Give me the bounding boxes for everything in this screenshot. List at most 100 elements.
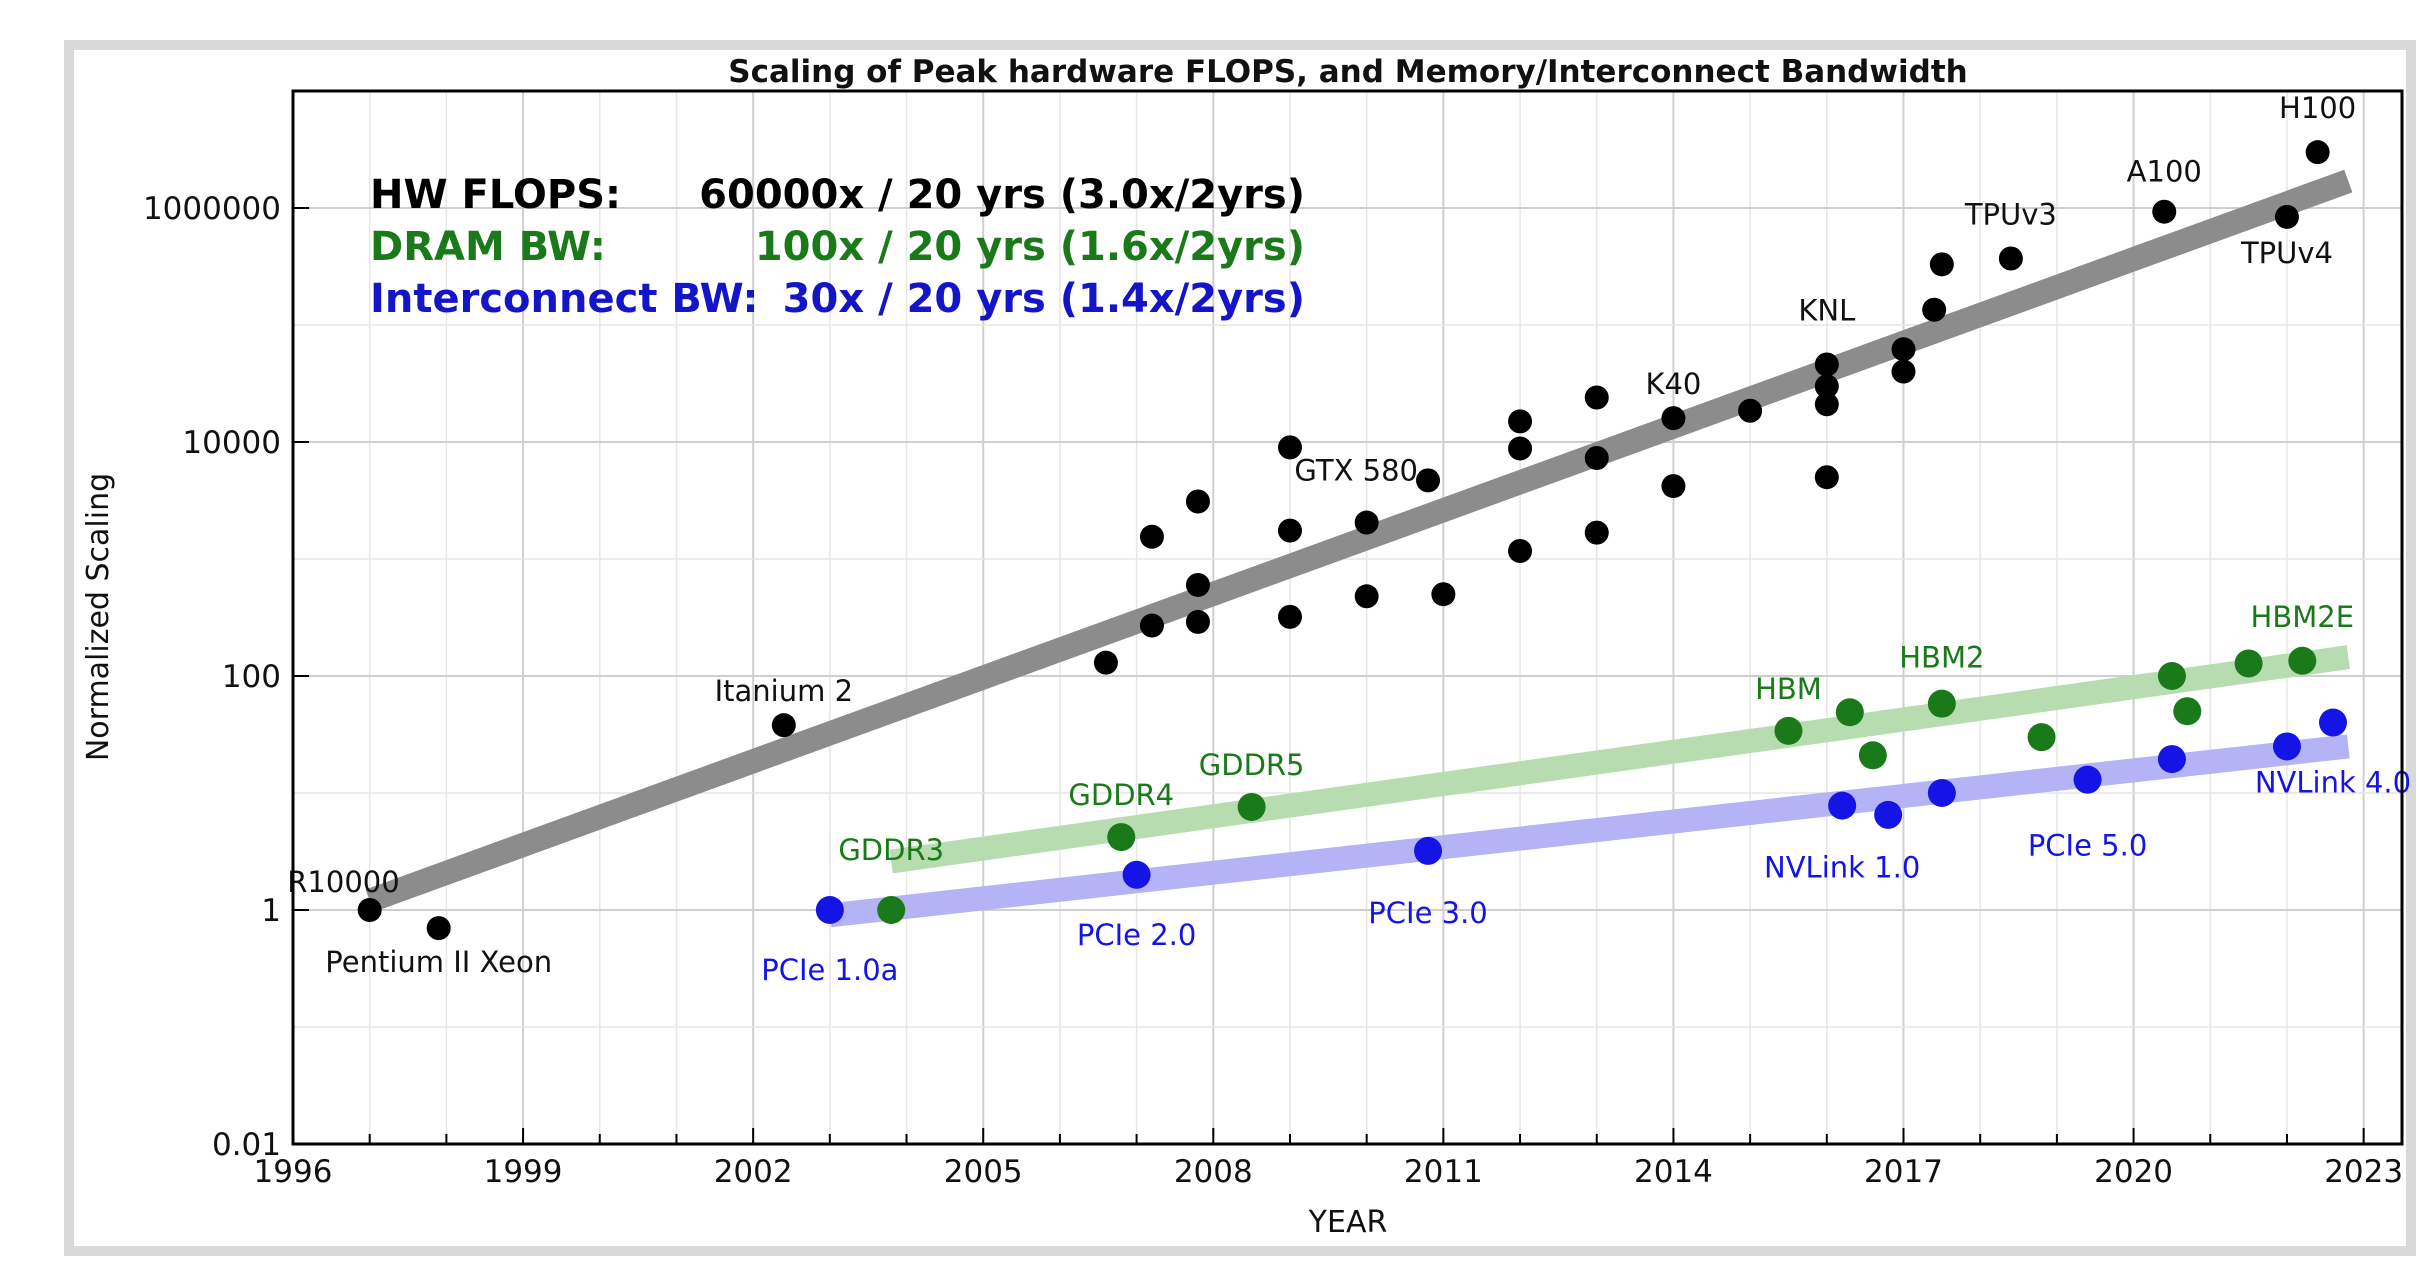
data-point (1814, 392, 1839, 417)
trend-line (889, 645, 2350, 874)
data-point (1814, 465, 1839, 490)
x-tick-label: 2023 (2324, 1154, 2403, 1190)
data-point (1237, 792, 1266, 821)
data-point (1858, 741, 1887, 770)
data-point (2288, 646, 2317, 675)
annotation-interconnect-rate: 30x / 20 yrs (1.4x/2yrs) (783, 276, 1305, 322)
y-tick-label: 100 (222, 659, 281, 695)
data-point (1139, 613, 1164, 638)
data-point (2152, 199, 2177, 224)
data-point (1927, 779, 1956, 807)
data-point (1139, 524, 1164, 549)
data-point (1416, 468, 1441, 493)
data-point (1929, 252, 1954, 277)
point-label: HBM (1755, 672, 1822, 706)
data-point (2157, 662, 2186, 690)
point-label: GDDR5 (1199, 748, 1305, 782)
point-label: GDDR4 (1068, 778, 1174, 812)
data-point (1584, 520, 1609, 545)
point-label: PCIe 3.0 (1368, 896, 1487, 930)
point-label: TPUv4 (2240, 236, 2333, 270)
data-point (2305, 140, 2330, 165)
plot-border (291, 89, 2404, 1146)
data-point (1277, 518, 1302, 543)
x-tick-label: 1999 (484, 1154, 563, 1190)
y-tick-label: 0.01 (212, 1127, 281, 1163)
point-label: HBM2E (2251, 600, 2355, 634)
x-tick-label: 2005 (944, 1154, 1023, 1190)
y-tick-label: 1000000 (143, 191, 281, 227)
data-point (2173, 697, 2202, 726)
point-label: PCIe 1.0a (761, 953, 898, 987)
y-tick-label: 1 (261, 893, 281, 929)
data-point (1835, 698, 1864, 727)
annotation-dram-name: DRAM BW: (370, 224, 606, 270)
x-tick-label: 1996 (254, 1154, 333, 1190)
data-point (1431, 582, 1456, 607)
trend-line (365, 169, 2353, 913)
x-tick-label: 2008 (1174, 1154, 1253, 1190)
annotation-dram-rate: 100x / 20 yrs (1.6x/2yrs) (755, 224, 1305, 270)
data-point (2318, 708, 2347, 737)
plot-background (293, 91, 2402, 1144)
data-point (1508, 409, 1533, 434)
annotation-flops-rate: 60000x / 20 yrs (3.0x/2yrs) (699, 172, 1305, 218)
data-point (2274, 204, 2299, 229)
data-point (1277, 604, 1302, 629)
point-label: HBM2 (1899, 641, 1984, 675)
x-tick-label: 2020 (2094, 1154, 2173, 1190)
point-label: GTX 580 (1294, 453, 1418, 487)
data-point (877, 896, 906, 924)
data-point (2073, 765, 2102, 794)
data-point (1185, 609, 1210, 634)
data-point (1107, 823, 1136, 852)
y-tick-label: 10000 (182, 425, 281, 461)
annotation-interconnect-name: Interconnect BW: (370, 276, 759, 322)
data-point (1354, 584, 1379, 609)
x-axis-label: YEAR (1308, 1205, 1388, 1240)
data-point (1774, 716, 1803, 745)
data-point (771, 713, 796, 738)
data-point (1661, 406, 1686, 431)
y-axis-label: Normalized Scaling (81, 473, 116, 761)
data-point (1927, 689, 1956, 718)
chart-title: Scaling of Peak hardware FLOPS, and Memo… (728, 54, 1967, 90)
point-label: H100 (2279, 91, 2356, 125)
data-point (426, 916, 451, 941)
data-point (1738, 398, 1763, 423)
data-point (1354, 510, 1379, 535)
point-label: NVLink 1.0 (1764, 851, 1920, 885)
point-label: Pentium II Xeon (325, 945, 552, 979)
data-point (2157, 745, 2186, 774)
data-point (1998, 246, 2023, 271)
x-tick-label: 2002 (714, 1154, 793, 1190)
data-point (1122, 860, 1151, 889)
data-point (1828, 791, 1857, 820)
x-tick-label: 2014 (1634, 1154, 1713, 1190)
x-tick-label: 2011 (1404, 1154, 1483, 1190)
data-point (1814, 352, 1839, 377)
data-point (1661, 474, 1686, 499)
annotation-flops-name: HW FLOPS: (370, 172, 621, 218)
point-label: TPUv3 (1964, 198, 2057, 232)
data-point (1874, 800, 1903, 829)
x-tick-label: 2017 (1864, 1154, 1943, 1190)
data-point (1185, 489, 1210, 514)
rate-annotations: HW FLOPS: 60000x / 20 yrs (3.0x/2yrs) DR… (370, 172, 1305, 322)
data-point (1508, 436, 1533, 461)
data-point (357, 898, 382, 922)
data-point (1093, 650, 1118, 675)
data-point (1185, 572, 1210, 597)
data-point (1414, 836, 1443, 865)
data-points: R10000 Pentium II Xeon Itanium 2 GTX 580 K40… (287, 91, 2411, 987)
data-point (1584, 385, 1609, 410)
data-point (1922, 297, 1947, 322)
data-point (1891, 337, 1916, 362)
point-label: GDDR3 (838, 833, 944, 867)
data-point (1891, 359, 1916, 384)
point-label: Itanium 2 (715, 674, 853, 708)
axis-ticks: 1996 1999 2002 2005 2008 2011 2014 2017 2020 2023… (143, 191, 2403, 1190)
data-point (2027, 723, 2056, 752)
point-label: PCIe 5.0 (2028, 829, 2147, 863)
